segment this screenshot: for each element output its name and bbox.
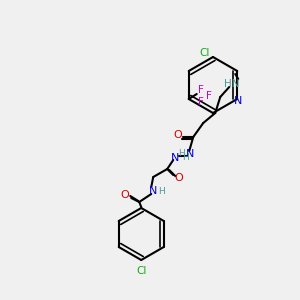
Text: N: N <box>186 149 194 159</box>
Text: N: N <box>171 153 179 163</box>
Text: H: H <box>158 187 165 196</box>
Text: O: O <box>174 130 183 140</box>
Text: H: H <box>182 154 189 163</box>
Text: Cl: Cl <box>136 266 146 276</box>
Text: HN: HN <box>224 79 240 89</box>
Text: Cl: Cl <box>200 48 210 58</box>
Text: N: N <box>149 186 158 196</box>
Text: O: O <box>175 173 184 183</box>
Text: N: N <box>234 96 242 106</box>
Text: F: F <box>198 85 204 95</box>
Text: H: H <box>178 149 185 158</box>
Text: O: O <box>121 190 130 200</box>
Text: F: F <box>198 97 204 107</box>
Text: F: F <box>206 91 212 101</box>
